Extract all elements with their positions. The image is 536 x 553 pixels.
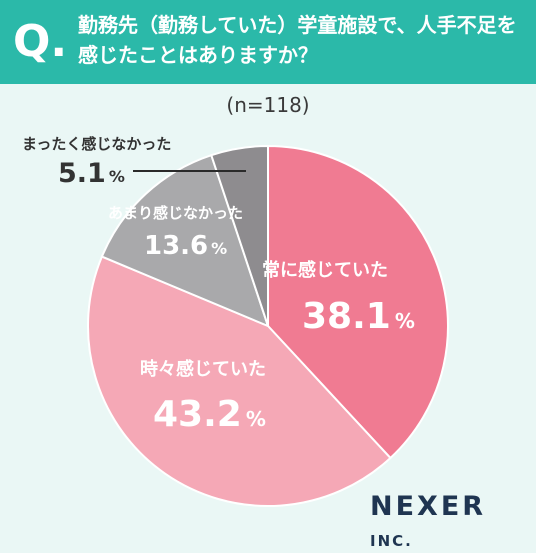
brand-suffix: INC. [370,532,413,550]
question-text: 勤務先（勤務していた）学童施設で、人手不足を感じたことはありますか？ [78,13,517,67]
brand-name: NEXER [370,491,487,522]
slice-value-never: 5.1% [58,158,125,189]
slice-always [267,144,449,460]
pie-chart: 常に感じていた 38.1% 時々感じていた 43.2% あまり感じなかった 13… [22,135,449,508]
slice-label-rarely: あまり感じなかった [108,204,243,222]
brand-logo: NEXER INC. [370,491,536,553]
question-header: Q. 勤務先（勤務していた）学童施設で、人手不足を感じたことはありますか？ [0,0,536,84]
slice-value-always: 38.1% [302,296,415,337]
slice-never [210,144,269,327]
slice-value-sometimes: 43.2% [153,394,266,435]
q-mark: Q. [13,16,68,67]
slice-label-never: まったく感じなかった [22,135,171,153]
slice-sometimes [87,255,392,508]
slice-rarely [100,153,270,328]
slice-label-sometimes: 時々感じていた [140,358,266,380]
slice-value-rarely: 13.6% [144,231,227,261]
slice-label-always: 常に感じていた [262,259,388,281]
sample-size-label: (n=118) [226,93,310,117]
